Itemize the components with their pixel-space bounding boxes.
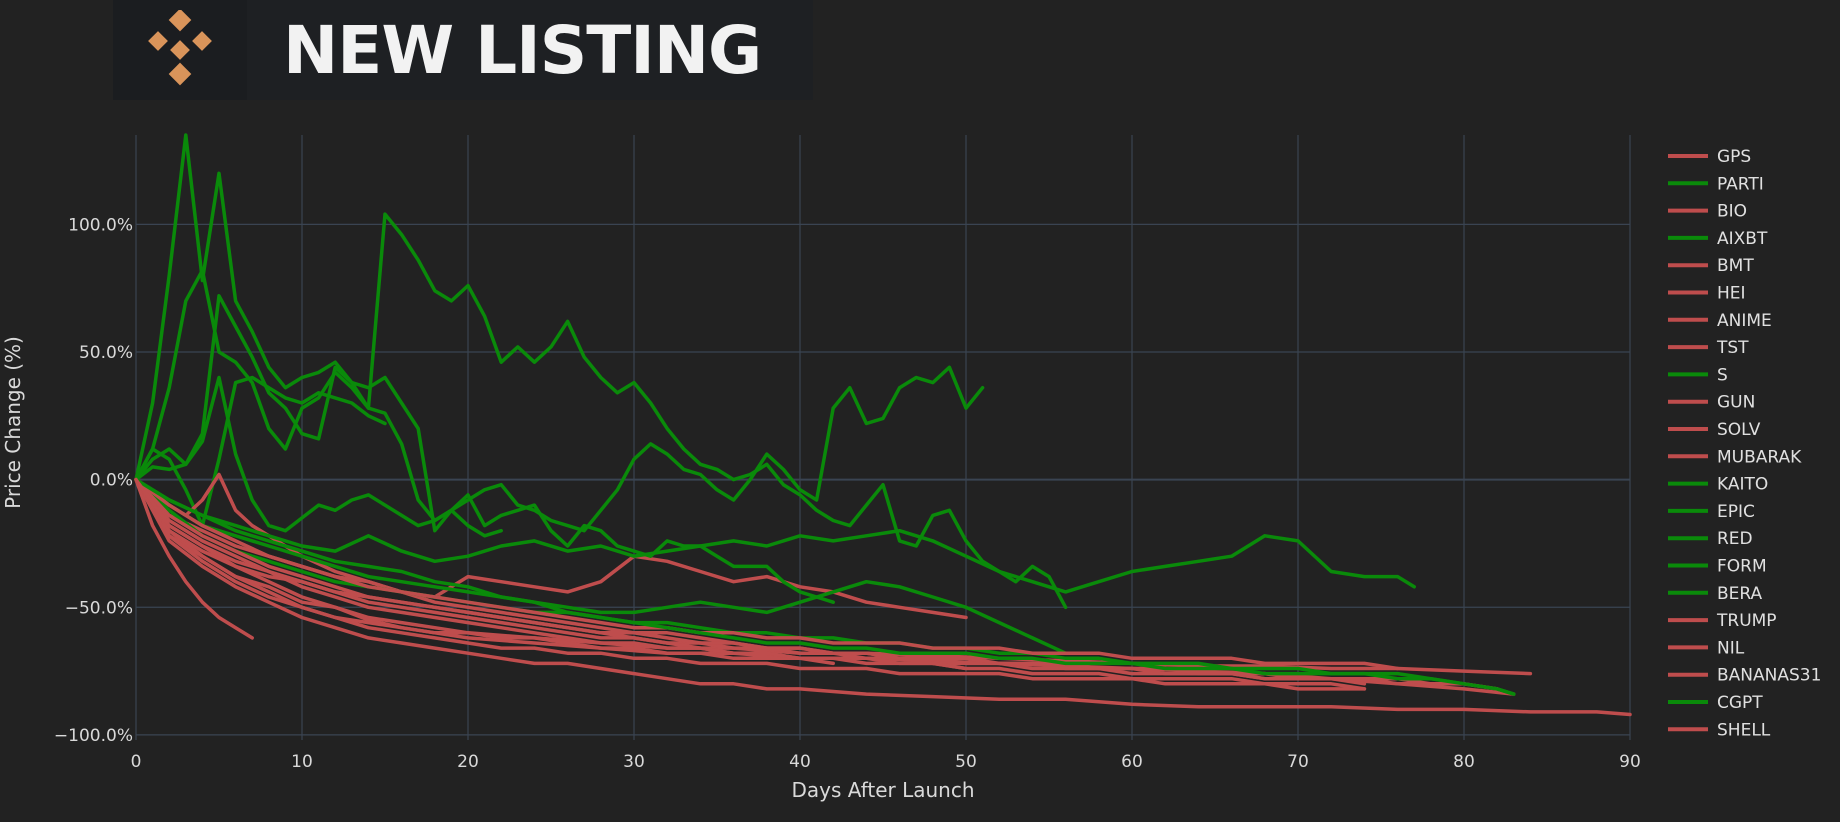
legend-label: TST (1716, 338, 1749, 358)
legend-item-parti[interactable]: PARTI (1668, 174, 1764, 194)
legend-label: FORM (1717, 557, 1767, 577)
legend-item-red[interactable]: RED (1668, 529, 1753, 549)
legend-label: SHELL (1717, 720, 1771, 740)
legend-label: GUN (1717, 393, 1755, 413)
series-line-cgpt (134, 477, 1516, 696)
x-tick-label: 30 (623, 752, 645, 772)
legend-item-aixbt[interactable]: AIXBT (1668, 229, 1768, 249)
x-tick-label: 20 (457, 752, 479, 772)
legend-item-mubarak[interactable]: MUBARAK (1668, 447, 1802, 467)
legend-item-trump[interactable]: TRUMP (1668, 611, 1777, 631)
exchange-logo-icon (148, 10, 212, 86)
legend-label: BERA (1717, 584, 1763, 604)
series-line-kaito (134, 294, 503, 538)
x-tick-label: 90 (1619, 752, 1641, 772)
legend-item-s[interactable]: S (1668, 365, 1728, 385)
series-line-red (134, 212, 1068, 610)
x-tick-label: 60 (1121, 752, 1143, 772)
logo-box (113, 0, 247, 100)
legend-label: EPIC (1717, 502, 1755, 522)
x-axis-title: Days After Launch (791, 778, 974, 802)
chart-legend[interactable]: GPS PARTI BIO AIXBT BMT HEI ANIME TST S GUN SOLV MU… (1668, 147, 1821, 740)
series-line-form (134, 133, 835, 604)
legend-item-cgpt[interactable]: CGPT (1668, 693, 1763, 713)
legend-item-tst[interactable]: TST (1668, 338, 1749, 358)
series-line-shell (134, 477, 1367, 691)
legend-label: AIXBT (1717, 229, 1768, 249)
legend-item-anime[interactable]: ANIME (1668, 311, 1772, 331)
legend-label: BIO (1717, 202, 1747, 222)
banner-title: NEW LISTING (283, 11, 762, 89)
legend-label: TRUMP (1716, 611, 1777, 631)
series-line-nil (134, 477, 1400, 671)
series-line-tst (134, 477, 254, 640)
legend-label: SOLV (1717, 420, 1761, 440)
x-tick-label: 10 (291, 752, 313, 772)
series-line-epic (134, 477, 1068, 655)
legend-label: ANIME (1717, 311, 1772, 331)
x-tick-label: 40 (789, 752, 811, 772)
new-listing-banner: NEW LISTING (113, 0, 813, 100)
legend-label: RED (1717, 529, 1753, 549)
y-axis-title: Price Change (%) (1, 336, 25, 509)
chart-series-lines (134, 133, 1632, 717)
legend-item-form[interactable]: FORM (1668, 557, 1767, 577)
x-tick-label: 0 (131, 752, 142, 772)
legend-label: KAITO (1717, 475, 1768, 495)
y-tick-label: −100.0% (54, 726, 133, 746)
series-line-aixbt (134, 365, 985, 533)
y-tick-label: 0.0% (90, 471, 133, 491)
x-tick-label: 50 (955, 752, 977, 772)
series-line-parti (134, 375, 387, 528)
y-tick-label: 50.0% (79, 343, 133, 363)
legend-label: PARTI (1717, 174, 1764, 194)
legend-item-bananas31[interactable]: BANANAS31 (1668, 666, 1821, 686)
legend-label: MUBARAK (1717, 447, 1802, 467)
legend-item-bera[interactable]: BERA (1668, 584, 1763, 604)
legend-label: BANANAS31 (1717, 666, 1821, 686)
legend-label: BMT (1717, 256, 1754, 276)
legend-item-solv[interactable]: SOLV (1668, 420, 1761, 440)
y-axis-ticks: 100.0% 50.0% 0.0% −50.0% −100.0% (54, 215, 133, 746)
legend-label: GPS (1717, 147, 1751, 167)
legend-item-epic[interactable]: EPIC (1668, 502, 1755, 522)
series-line-mubarak (134, 477, 835, 666)
legend-item-hei[interactable]: HEI (1668, 284, 1746, 304)
legend-item-gps[interactable]: GPS (1668, 147, 1751, 167)
legend-item-kaito[interactable]: KAITO (1668, 475, 1768, 495)
legend-item-gun[interactable]: GUN (1668, 393, 1755, 413)
legend-label: NIL (1717, 638, 1745, 658)
legend-item-shell[interactable]: SHELL (1668, 720, 1771, 740)
series-line-s (134, 477, 1416, 594)
x-tick-label: 70 (1287, 752, 1309, 772)
legend-label: HEI (1717, 284, 1746, 304)
legend-label: S (1717, 365, 1728, 385)
x-axis-ticks: 0 10 20 30 40 50 60 70 80 90 (131, 752, 1641, 772)
x-tick-label: 80 (1453, 752, 1475, 772)
legend-label: CGPT (1717, 693, 1763, 713)
y-tick-label: 100.0% (68, 215, 133, 235)
legend-item-bio[interactable]: BIO (1668, 202, 1747, 222)
chart-grid (135, 135, 1631, 740)
series-line-anime (134, 477, 1632, 717)
legend-item-nil[interactable]: NIL (1668, 638, 1745, 658)
y-tick-label: −50.0% (65, 598, 133, 618)
legend-item-bmt[interactable]: BMT (1668, 256, 1754, 276)
